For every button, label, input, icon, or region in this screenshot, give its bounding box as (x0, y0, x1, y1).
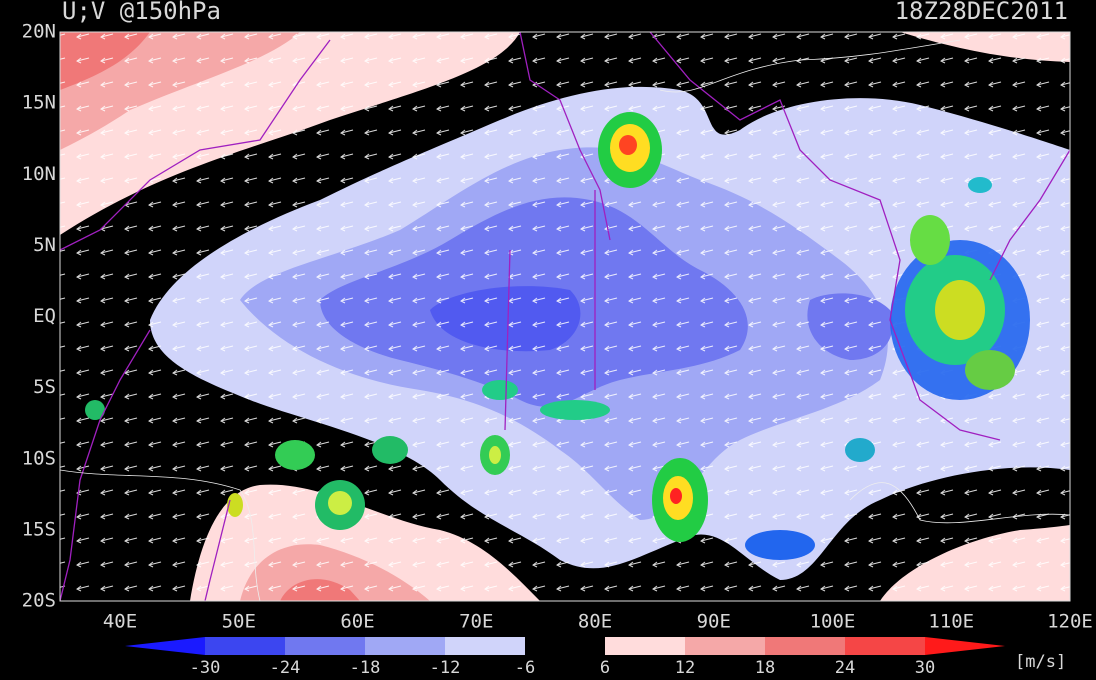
longitude-label: 60E (340, 611, 374, 633)
longitude-label: 80E (578, 611, 612, 633)
colorbar-segment (525, 637, 605, 655)
axis-labels: 20N 15N 10N 5N EQ 5S 10S 15S 20S 40E 50E 60E 70E 80E 9… (22, 21, 1093, 633)
colorbar-segment (765, 637, 845, 655)
colorbar-label: 30 (915, 658, 935, 678)
latitude-label: 10S (22, 447, 56, 469)
colorbar-segment (845, 637, 925, 655)
colorbar-label: 12 (675, 658, 695, 678)
colorbar-segment (205, 637, 285, 655)
colorbar: -30 -24 -18 -12 -6 6 12 18 24 30 (125, 637, 1005, 678)
longitude-label: 120E (1047, 611, 1093, 633)
longitude-label: 110E (928, 611, 974, 633)
convection (85, 112, 1030, 560)
colorbar-segment (445, 637, 525, 655)
latitude-label: 5N (33, 234, 56, 256)
colorbar-triangle (125, 637, 205, 655)
colorbar-segment (605, 637, 685, 655)
colorbar-label: -6 (515, 658, 535, 678)
colorbar-label: 18 (755, 658, 775, 678)
valid-time: 18Z28DEC2011 (895, 0, 1068, 25)
colorbar-label: 6 (600, 658, 610, 678)
longitude-label: 70E (459, 611, 493, 633)
colorbar-label: 24 (835, 658, 855, 678)
contours (60, 39, 1070, 601)
latitude-label: 15N (22, 92, 56, 114)
colorbar-label: -12 (430, 658, 461, 678)
map-title: U;V @150hPa (62, 0, 221, 25)
colorbar-segment (285, 637, 365, 655)
colorbar-label: -30 (190, 658, 221, 678)
longitude-label: 90E (697, 611, 731, 633)
longitude-label: 100E (810, 611, 856, 633)
colorbar-label: -18 (350, 658, 381, 678)
colorbar-segment (685, 637, 765, 655)
longitude-label: 50E (222, 611, 256, 633)
map-frame (59, 31, 1071, 602)
latitude-label: 10N (22, 163, 56, 185)
latitude-label: EQ (33, 305, 56, 327)
latitude-label: 15S (22, 518, 56, 540)
colorbar-segment (365, 637, 445, 655)
colorbar-label: -24 (270, 658, 301, 678)
latitude-label: 20S (22, 590, 56, 612)
colorbar-units: [m/s] (1015, 652, 1066, 672)
colorbar-triangle (925, 637, 1005, 655)
latitude-label: 20N (22, 21, 56, 43)
latitude-label: 5S (33, 376, 56, 398)
longitude-label: 40E (103, 611, 137, 633)
map-area (60, 32, 1070, 601)
coastlines (60, 32, 1070, 601)
